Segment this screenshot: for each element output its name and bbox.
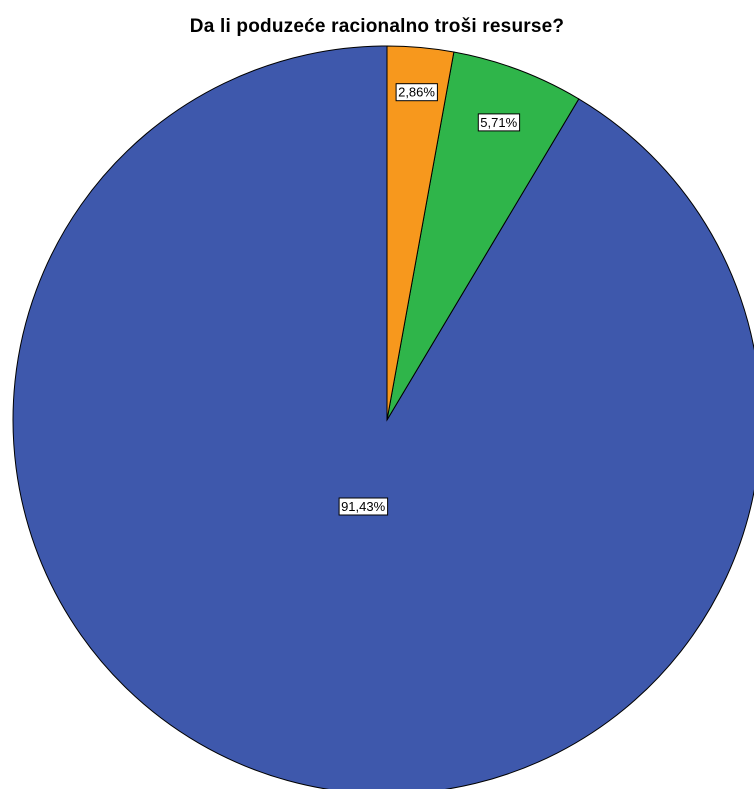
data-label-text: 91,43% bbox=[341, 499, 386, 514]
pie-slice-1 bbox=[12, 45, 754, 789]
data-label-2: 5,71% bbox=[477, 113, 521, 132]
pie-slices bbox=[12, 45, 754, 789]
data-label-box bbox=[477, 113, 521, 132]
data-label-1: 91,43% bbox=[338, 497, 389, 516]
chart-title: Da li poduzeće racionalno troši resurse? bbox=[189, 16, 565, 37]
data-label-box bbox=[338, 497, 389, 516]
data-label-box bbox=[395, 83, 438, 102]
pie-data-labels: 91,43% 5,71% 2,86% bbox=[338, 83, 521, 516]
pie-slice-2 bbox=[386, 51, 580, 421]
data-label-3: 2,86% bbox=[395, 83, 438, 102]
data-label-text: 5,71% bbox=[480, 115, 517, 130]
data-label-text: 2,86% bbox=[398, 85, 435, 100]
pie-slice-3 bbox=[386, 45, 455, 421]
